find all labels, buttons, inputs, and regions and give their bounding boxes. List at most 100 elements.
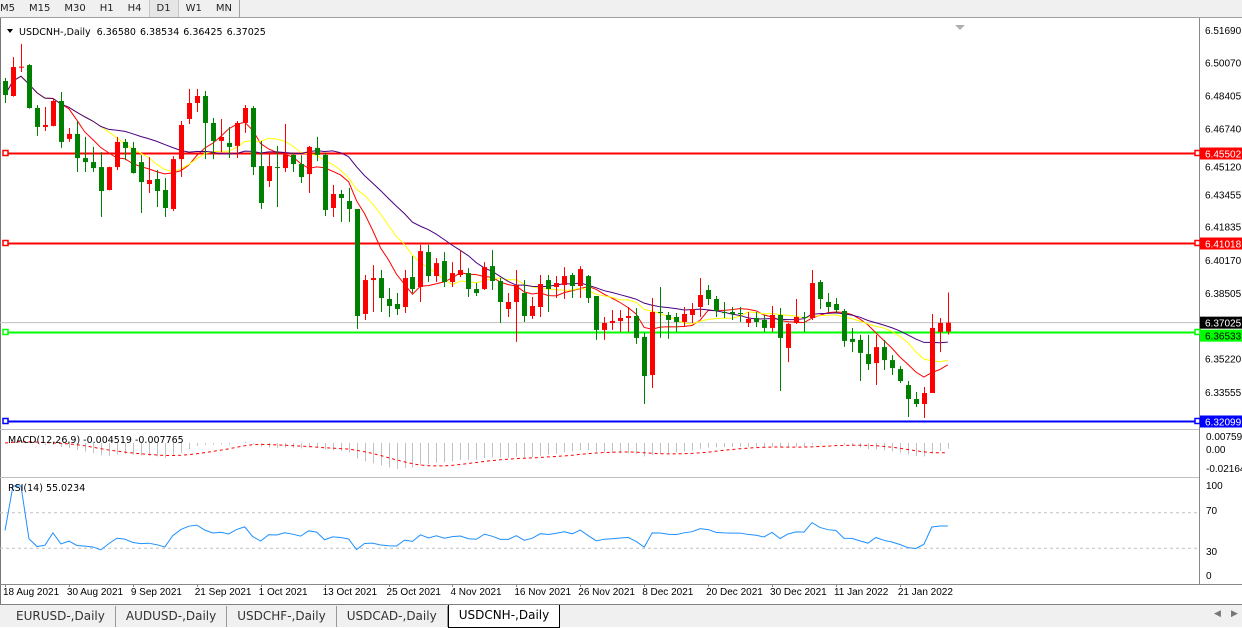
candle	[786, 322, 791, 363]
tab-usdcad[interactable]: USDCAD-,Daily	[337, 606, 448, 627]
candle-body	[898, 369, 903, 382]
candle-body	[890, 360, 895, 369]
rsi-tick-30: 30	[1206, 547, 1218, 558]
candle-body	[650, 311, 655, 376]
candle	[810, 270, 815, 320]
candle	[674, 312, 679, 332]
candle-body	[698, 295, 703, 307]
macd-label: MACD(12,26,9) -0.004519 -0.007765	[8, 435, 184, 446]
candle	[203, 91, 208, 160]
candle-body	[578, 269, 583, 287]
candle	[874, 334, 879, 386]
timeframe-d1[interactable]: D1	[148, 0, 179, 17]
candle-body	[562, 276, 567, 286]
candle-body	[730, 311, 735, 314]
candle	[834, 298, 839, 313]
timeframe-m5[interactable]: M5	[0, 3, 15, 14]
candle-body	[11, 67, 16, 97]
chart-header: USDCNH-,Daily 6.36580 6.38534 6.36425 6.3702…	[19, 27, 266, 38]
candle-body	[538, 284, 543, 307]
level-price-label: 6.36533	[1205, 332, 1242, 343]
candle-body	[35, 107, 40, 127]
candle-body	[395, 303, 400, 309]
candle-body	[275, 167, 280, 169]
tab-eurusd[interactable]: EURUSD-,Daily	[6, 606, 116, 627]
candle	[19, 43, 24, 73]
candle-body	[810, 283, 815, 318]
level-handle-right[interactable]	[1194, 417, 1201, 425]
level-handle-left[interactable]	[2, 149, 9, 157]
candle	[866, 334, 871, 371]
candle-body	[267, 166, 272, 182]
timeframe-m15[interactable]: M15	[29, 3, 51, 14]
candle-body	[107, 167, 112, 191]
timeframe-h4[interactable]: H4	[127, 3, 142, 14]
candle	[802, 311, 807, 332]
candle-body	[219, 136, 224, 141]
level-handle-left[interactable]	[2, 417, 9, 425]
candle	[67, 127, 72, 142]
candle	[466, 268, 471, 298]
rsi-tick-0: 0	[1206, 571, 1212, 582]
level-handle-left[interactable]	[2, 239, 9, 247]
rsi-tick-70: 70	[1206, 506, 1218, 517]
candle	[275, 145, 280, 207]
level-price-tag	[1200, 147, 1242, 160]
candle	[227, 126, 232, 159]
candle	[426, 244, 431, 283]
candle	[379, 270, 384, 312]
candle-body	[418, 251, 423, 288]
candle-body	[426, 252, 431, 277]
timeframe-h1[interactable]: H1	[99, 3, 114, 14]
tab-usdcnh[interactable]: USDCNH-,Daily	[447, 605, 561, 628]
candle-body	[906, 385, 911, 400]
timeframe-mn[interactable]: MN	[209, 0, 240, 17]
candle-body	[594, 296, 599, 330]
candle-body	[882, 347, 887, 361]
candle-body	[754, 317, 759, 322]
candle	[219, 118, 224, 153]
scroll-right-icon[interactable]: ▶	[1231, 609, 1238, 619]
candle-body	[67, 133, 72, 139]
candle	[906, 381, 911, 417]
candle-body	[778, 314, 783, 338]
candle-body	[626, 315, 631, 318]
candle	[347, 188, 352, 222]
dropdown-triangle-icon[interactable]	[7, 29, 13, 33]
candle-body	[930, 327, 935, 394]
candle-body	[355, 208, 360, 316]
chart-shift-icon[interactable]	[955, 25, 965, 30]
candle	[898, 366, 903, 384]
candle	[75, 120, 80, 173]
chart-tabs: EURUSD-,Daily AUDUSD-,Daily USDCHF-,Dail…	[0, 604, 1242, 628]
candle	[371, 265, 376, 312]
candle-body	[666, 314, 671, 320]
date-tick-label: 13 Oct 2021	[323, 587, 378, 598]
candle-body	[251, 107, 256, 168]
scroll-left-icon[interactable]: ◀	[1214, 609, 1221, 619]
timeframe-w1[interactable]: W1	[185, 3, 202, 14]
level-handle-right[interactable]	[1194, 239, 1201, 247]
level-handle-left[interactable]	[2, 328, 9, 336]
candle-body	[171, 159, 176, 209]
candle	[403, 270, 408, 313]
date-tick-label: 30 Dec 2021	[770, 587, 827, 598]
candle-body	[283, 154, 288, 169]
chart-window[interactable]: 6.51690 6.50070 6.48405 6.46740 6.45502 6.451…	[0, 18, 1242, 604]
candle	[179, 120, 184, 178]
tab-audusd[interactable]: AUDUSD-,Daily	[116, 606, 228, 627]
timeframe-m30[interactable]: M30	[64, 3, 86, 14]
candle-body	[842, 310, 847, 341]
tab-usdchf[interactable]: USDCHF-,Daily	[227, 606, 337, 627]
level-handle-right[interactable]	[1194, 328, 1201, 336]
candle-body	[339, 194, 344, 199]
chart-canvas[interactable]: 6.51690 6.50070 6.48405 6.46740 6.45502 6.451…	[0, 0, 1242, 604]
candle	[434, 258, 439, 283]
candle-body	[738, 312, 743, 314]
candle	[27, 64, 32, 109]
level-handle-right[interactable]	[1194, 149, 1201, 157]
level-price-label: 6.45502	[1205, 150, 1242, 161]
candle-body	[530, 305, 535, 316]
candle-body	[203, 96, 208, 123]
macd-tick-min: -0.02164	[1206, 464, 1242, 475]
